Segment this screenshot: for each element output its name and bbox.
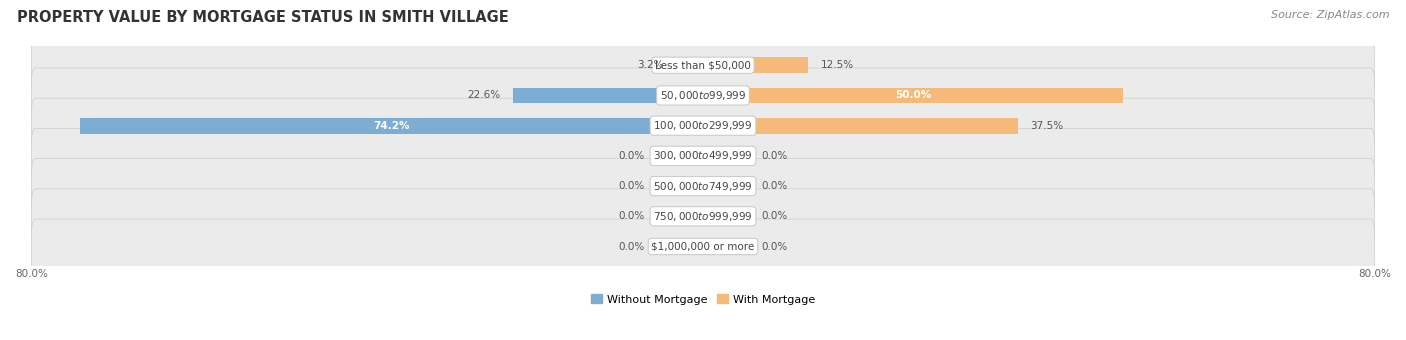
Text: 0.0%: 0.0% <box>762 211 787 221</box>
Text: $100,000 to $299,999: $100,000 to $299,999 <box>654 119 752 132</box>
Text: Less than $50,000: Less than $50,000 <box>655 60 751 70</box>
FancyBboxPatch shape <box>31 129 1375 183</box>
Text: 0.0%: 0.0% <box>619 211 644 221</box>
Bar <box>703 118 1018 134</box>
Text: $1,000,000 or more: $1,000,000 or more <box>651 241 755 252</box>
Bar <box>703 88 1123 103</box>
FancyBboxPatch shape <box>31 68 1375 123</box>
FancyBboxPatch shape <box>31 98 1375 153</box>
Bar <box>657 178 703 194</box>
Text: 0.0%: 0.0% <box>762 181 787 191</box>
Bar <box>657 208 703 224</box>
Text: $500,000 to $749,999: $500,000 to $749,999 <box>654 180 752 192</box>
Text: 0.0%: 0.0% <box>619 151 644 161</box>
Text: $750,000 to $999,999: $750,000 to $999,999 <box>654 210 752 223</box>
Text: Source: ZipAtlas.com: Source: ZipAtlas.com <box>1271 10 1389 20</box>
FancyBboxPatch shape <box>31 189 1375 244</box>
Bar <box>703 239 749 254</box>
FancyBboxPatch shape <box>31 219 1375 274</box>
Bar <box>657 148 703 164</box>
Legend: Without Mortgage, With Mortgage: Without Mortgage, With Mortgage <box>586 290 820 309</box>
Text: 3.2%: 3.2% <box>637 60 664 70</box>
Bar <box>703 208 749 224</box>
Text: 22.6%: 22.6% <box>468 90 501 100</box>
Text: 37.5%: 37.5% <box>1031 121 1063 131</box>
Bar <box>80 118 703 134</box>
Text: 0.0%: 0.0% <box>762 241 787 252</box>
Text: 0.0%: 0.0% <box>619 181 644 191</box>
Text: $300,000 to $499,999: $300,000 to $499,999 <box>654 149 752 163</box>
FancyBboxPatch shape <box>31 158 1375 214</box>
Bar <box>513 88 703 103</box>
Text: 50.0%: 50.0% <box>894 90 931 100</box>
Text: $50,000 to $99,999: $50,000 to $99,999 <box>659 89 747 102</box>
FancyBboxPatch shape <box>31 38 1375 93</box>
Text: PROPERTY VALUE BY MORTGAGE STATUS IN SMITH VILLAGE: PROPERTY VALUE BY MORTGAGE STATUS IN SMI… <box>17 10 509 25</box>
Bar <box>703 57 808 73</box>
Bar <box>676 57 703 73</box>
Text: 12.5%: 12.5% <box>821 60 853 70</box>
Bar <box>703 178 749 194</box>
Text: 0.0%: 0.0% <box>619 241 644 252</box>
Bar <box>657 239 703 254</box>
Text: 74.2%: 74.2% <box>374 121 409 131</box>
Text: 0.0%: 0.0% <box>762 151 787 161</box>
Bar <box>703 148 749 164</box>
